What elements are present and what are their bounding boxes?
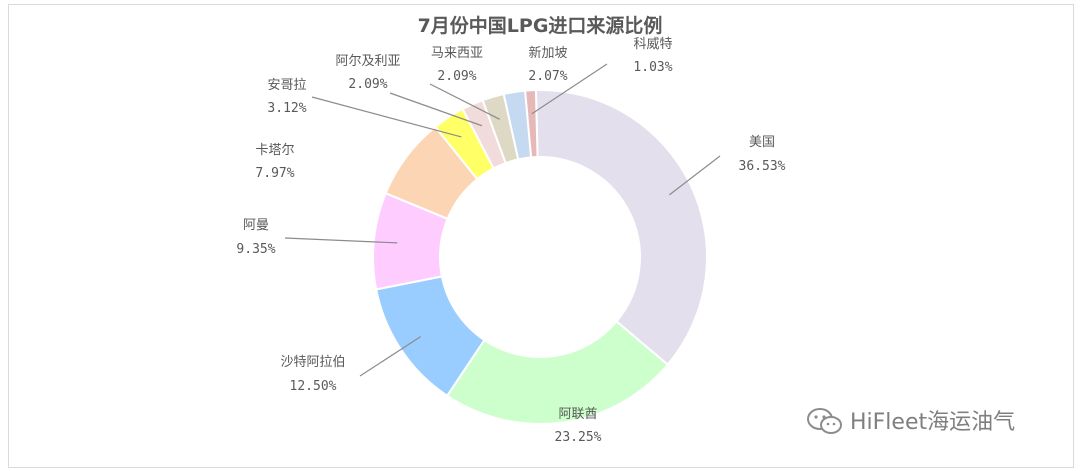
slice-value-label: 12.50% bbox=[290, 379, 337, 394]
leader-line-美国 bbox=[668, 155, 721, 196]
leader-line-沙特阿拉伯 bbox=[359, 336, 421, 377]
slice-name-label: 安哥拉 bbox=[267, 78, 306, 93]
slice-value-label: 2.09% bbox=[348, 77, 387, 92]
slice-value-label: 2.07% bbox=[528, 69, 567, 84]
slice-value-label: 1.03% bbox=[633, 60, 672, 75]
slice-name-label: 沙特阿拉伯 bbox=[280, 355, 345, 370]
leader-line-科威特 bbox=[531, 63, 608, 115]
slice-name-label: 阿尔及利亚 bbox=[335, 54, 400, 69]
slice-name-label: 科威特 bbox=[633, 37, 672, 52]
leader-line-马来西亚 bbox=[429, 83, 500, 120]
slice-美国 bbox=[534, 89, 708, 366]
slice-value-label: 3.12% bbox=[267, 101, 306, 116]
slice-name-label: 美国 bbox=[749, 135, 775, 150]
slice-value-label: 2.09% bbox=[437, 69, 476, 84]
slice-name-label: 新加坡 bbox=[528, 45, 567, 61]
slice-name-label: 马来西亚 bbox=[431, 46, 483, 61]
slice-name-label: 阿联酋 bbox=[558, 406, 597, 422]
slice-value-label: 23.25% bbox=[555, 430, 602, 445]
slice-value-label: 7.97% bbox=[255, 166, 294, 181]
slice-value-label: 36.53% bbox=[739, 159, 786, 174]
leader-line-阿尔及利亚 bbox=[389, 92, 483, 127]
slice-value-label: 9.35% bbox=[236, 242, 275, 257]
leader-line-阿曼 bbox=[284, 237, 398, 244]
chart-title: 7月份中国LPG进口来源比例 bbox=[417, 15, 663, 37]
slice-阿联酋 bbox=[445, 320, 670, 425]
watermark-text: HiFleet海运油气 bbox=[850, 410, 1016, 435]
wechat-icon bbox=[807, 408, 842, 434]
slice-name-label: 阿曼 bbox=[243, 218, 269, 233]
slice-name-label: 卡塔尔 bbox=[255, 143, 294, 158]
leader-line-安哥拉 bbox=[311, 96, 462, 138]
slice-科威特 bbox=[524, 89, 539, 159]
